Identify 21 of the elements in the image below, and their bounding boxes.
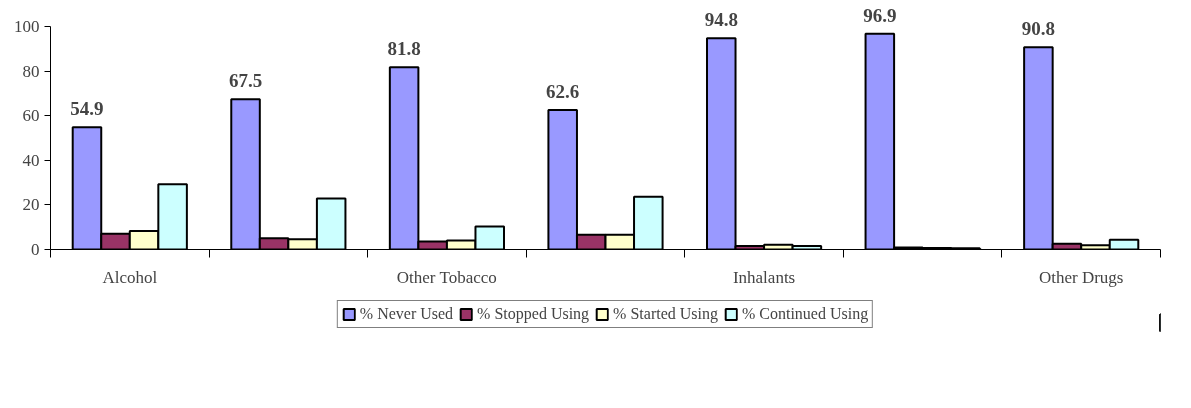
- data-label: 62.6: [546, 81, 580, 103]
- x-tick-label: Alcohol: [102, 267, 158, 287]
- data-label: 81.8: [387, 38, 421, 60]
- y-tick-label: 0: [31, 240, 40, 259]
- data-label: 54.9: [70, 98, 104, 120]
- y-tick-label: 60: [22, 106, 40, 126]
- legend-label: % Started Using: [613, 305, 718, 323]
- y-tick-label: 20: [22, 195, 40, 215]
- x-tick-label: Inhalants: [732, 267, 796, 287]
- data-label: 67.5: [228, 70, 263, 92]
- x-tick-label: Other Drugs: [1038, 267, 1124, 287]
- x-tick-label: Other Tobacco: [396, 267, 497, 287]
- y-tick-label: 40: [22, 150, 40, 170]
- legend-label: % Stopped Using: [477, 305, 590, 323]
- data-label: 90.8: [1021, 18, 1056, 40]
- data-label: 96.9: [863, 4, 897, 26]
- legend-label: % Continued Using: [741, 305, 869, 323]
- y-tick-label: 80: [22, 61, 40, 81]
- y-tick-label: 100: [14, 17, 40, 37]
- legend-label: % Never Used: [359, 305, 454, 323]
- data-label: 94.8: [704, 9, 738, 31]
